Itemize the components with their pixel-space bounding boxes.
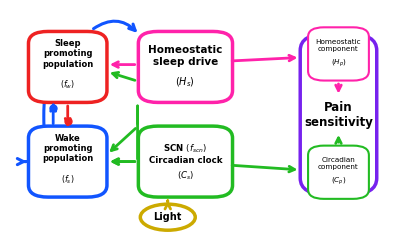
FancyBboxPatch shape xyxy=(28,126,107,197)
Ellipse shape xyxy=(140,204,195,230)
FancyBboxPatch shape xyxy=(138,31,232,102)
Text: Circadian
component: Circadian component xyxy=(318,158,359,170)
Text: $(f_w)$: $(f_w)$ xyxy=(60,79,75,91)
Text: $(C_s)$: $(C_s)$ xyxy=(177,169,194,182)
Text: Light: Light xyxy=(154,212,182,222)
Text: Circadian clock: Circadian clock xyxy=(149,156,222,165)
Text: Homeostatic
sleep drive: Homeostatic sleep drive xyxy=(148,45,223,67)
Text: Homeostatic
component: Homeostatic component xyxy=(316,39,361,52)
FancyBboxPatch shape xyxy=(308,146,369,199)
FancyBboxPatch shape xyxy=(28,31,107,102)
FancyBboxPatch shape xyxy=(300,34,377,195)
Text: $(C_p)$: $(C_p)$ xyxy=(331,176,346,187)
FancyBboxPatch shape xyxy=(138,126,232,197)
FancyBboxPatch shape xyxy=(308,27,369,80)
Text: $(f_s)$: $(f_s)$ xyxy=(61,173,74,186)
Text: Pain
sensitivity: Pain sensitivity xyxy=(304,101,373,129)
Text: Sleep
promoting
population: Sleep promoting population xyxy=(42,39,93,69)
Text: SCN $(f_{scn})$: SCN $(f_{scn})$ xyxy=(163,142,208,155)
Text: $(H_p)$: $(H_p)$ xyxy=(330,58,346,69)
Text: Wake
promoting
population: Wake promoting population xyxy=(42,134,93,164)
Text: $(H_s)$: $(H_s)$ xyxy=(176,75,195,89)
